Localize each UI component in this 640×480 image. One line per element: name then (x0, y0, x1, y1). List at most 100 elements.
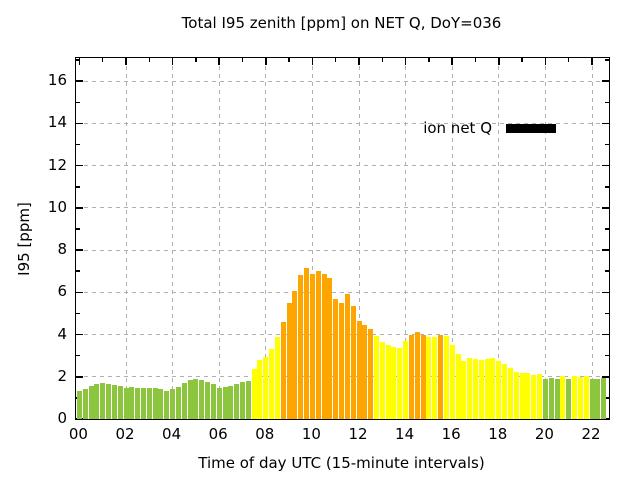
x-tick-label: 04 (162, 425, 182, 443)
y-major-tick (76, 249, 83, 251)
x-minor-tick (288, 58, 290, 62)
x-major-tick (404, 58, 407, 65)
data-bar (391, 347, 397, 419)
y-major-tick (602, 249, 609, 251)
data-bar (251, 369, 257, 419)
x-gridline (172, 58, 174, 419)
data-bar (309, 274, 315, 419)
x-gridline (125, 58, 127, 419)
y-major-tick (602, 207, 609, 209)
x-gridline (311, 58, 313, 419)
data-bar (257, 359, 263, 419)
y-gridline (76, 207, 609, 209)
data-bar (82, 389, 88, 419)
data-bar (263, 356, 269, 419)
data-bar (554, 378, 560, 419)
data-bar (414, 332, 420, 419)
data-bar (566, 378, 572, 419)
data-bar (490, 357, 496, 419)
y-major-tick (76, 164, 83, 167)
data-bar (181, 382, 187, 419)
data-bar (560, 375, 566, 419)
y-major-tick (602, 333, 609, 336)
data-bar (548, 377, 554, 419)
data-bar (170, 389, 176, 419)
data-bar (304, 268, 310, 419)
y-minor-tick (605, 143, 609, 146)
x-minor-tick (567, 58, 570, 62)
y-minor-tick (605, 270, 609, 272)
y-minor-tick (76, 143, 80, 146)
y-gridline (76, 165, 609, 167)
data-bar (117, 386, 123, 419)
data-bar (473, 358, 478, 419)
data-bar (362, 325, 368, 419)
data-bar (100, 383, 106, 419)
data-bar (531, 374, 537, 419)
x-tick-label: 22 (581, 425, 601, 443)
data-bar (205, 381, 211, 419)
data-bar (385, 345, 391, 419)
y-major-tick (76, 122, 83, 125)
y-minor-tick (605, 186, 609, 188)
data-bar (443, 335, 449, 419)
y-major-tick (76, 333, 83, 336)
data-bar (572, 376, 578, 419)
data-bar (292, 291, 298, 419)
x-major-tick (311, 58, 314, 65)
data-bar (175, 387, 181, 419)
data-bar (123, 388, 129, 419)
y-gridline (76, 249, 609, 251)
data-bar (595, 379, 601, 419)
data-bar (164, 390, 170, 419)
x-minor-tick (241, 58, 244, 62)
legend-swatch (506, 123, 556, 133)
y-minor-tick (76, 312, 80, 315)
y-tick-label: 8 (57, 240, 67, 259)
x-tick-label: 18 (488, 425, 508, 443)
x-minor-tick (195, 58, 197, 62)
y-gridline (76, 291, 609, 293)
data-bar (216, 387, 222, 419)
data-bar (193, 379, 199, 419)
y-tick-label: 10 (47, 197, 67, 216)
y-major-tick (602, 291, 609, 294)
chart-title: Total I95 zenith [ppm] on NET Q, DoY=036 (181, 14, 502, 32)
plot-area: ion net Q (75, 57, 610, 420)
y-tick-label: 2 (57, 366, 67, 385)
data-bar (327, 277, 333, 419)
x-gridline (591, 58, 593, 419)
y-major-tick (602, 164, 609, 167)
data-bar (379, 341, 385, 419)
data-bar (146, 388, 152, 419)
data-bar (228, 386, 234, 419)
y-minor-tick (76, 101, 80, 104)
x-tick-label: 06 (208, 425, 228, 443)
y-major-tick (76, 376, 83, 378)
x-minor-tick (521, 58, 523, 62)
y-minor-tick (605, 354, 609, 357)
y-minor-tick (76, 354, 80, 357)
y-tick-label: 12 (47, 155, 67, 174)
x-major-tick (358, 58, 360, 65)
x-tick-label: 20 (534, 425, 554, 443)
data-bar (274, 336, 280, 419)
data-bar (339, 302, 345, 419)
x-axis-label: Time of day UTC (15-minute intervals) (198, 454, 485, 472)
x-minor-tick (381, 58, 384, 62)
data-bar (484, 358, 490, 419)
data-bar (129, 387, 135, 419)
data-bar (461, 360, 467, 419)
data-bar (333, 298, 339, 419)
data-bar (542, 378, 548, 419)
data-bar (135, 387, 141, 419)
y-major-tick (602, 376, 609, 378)
y-major-tick (76, 207, 83, 209)
data-bar (286, 302, 292, 419)
x-minor-tick (101, 58, 104, 62)
x-major-tick (544, 58, 547, 65)
y-minor-tick (605, 312, 609, 315)
data-bar (368, 329, 374, 419)
x-tick-label: 02 (115, 425, 135, 443)
x-major-tick (78, 58, 81, 65)
